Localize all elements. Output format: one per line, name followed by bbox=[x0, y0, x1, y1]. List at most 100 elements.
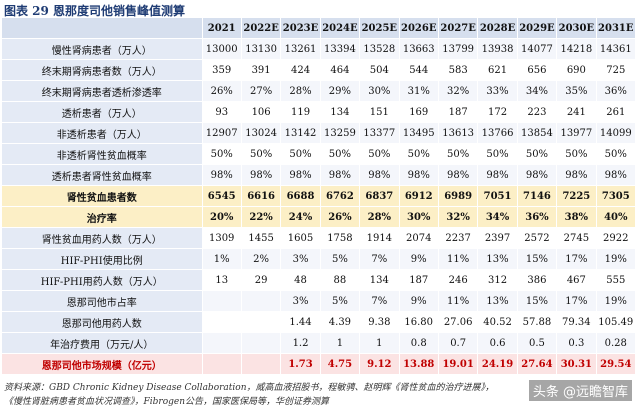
empty-cell bbox=[241, 332, 282, 354]
cell: 17% bbox=[556, 248, 597, 270]
cell: 2572 bbox=[517, 227, 558, 249]
cell: 19% bbox=[596, 248, 637, 270]
cell: 3% bbox=[280, 290, 321, 312]
empty-cell bbox=[202, 353, 242, 375]
cell: 13% bbox=[477, 290, 518, 312]
cell: 13% bbox=[477, 248, 518, 270]
cell: 26% bbox=[320, 206, 361, 228]
table-row: 恩那司他市场规模（亿元） 1.73 4.75 9.12 13.88 19.01 24.19 2… bbox=[2, 353, 637, 375]
row-label: 透析患者肾性贫血概率 bbox=[2, 164, 203, 186]
cell: 13.88 bbox=[399, 353, 439, 375]
cell: 98% bbox=[359, 164, 400, 186]
cell: 0.28 bbox=[596, 332, 637, 354]
column-header: 2025E bbox=[359, 18, 400, 39]
cell: 34% bbox=[477, 206, 518, 228]
row-label: 透析患者（万人） bbox=[2, 101, 203, 123]
cell: 725 bbox=[596, 59, 637, 81]
cell: 27% bbox=[241, 80, 282, 102]
table-row: 终末期肾病患者数（万人） 359 391 424 464 504 544 583 621 656 6… bbox=[2, 59, 637, 81]
cell: 98% bbox=[517, 164, 558, 186]
cell: 48 bbox=[280, 269, 321, 291]
cell: 79.34 bbox=[556, 311, 597, 333]
cell: 50% bbox=[596, 143, 637, 165]
cell: 13766 bbox=[477, 122, 518, 144]
cell: 9.38 bbox=[359, 311, 400, 333]
cell: 50% bbox=[280, 143, 321, 165]
cell: 24.19 bbox=[477, 353, 518, 375]
cell: 50% bbox=[438, 143, 479, 165]
cell: 22% bbox=[241, 206, 282, 228]
cell: 169 bbox=[399, 101, 439, 123]
cell: 504 bbox=[359, 59, 400, 81]
cell: 29.54 bbox=[596, 353, 637, 375]
table-row: HIF-PHI用药人数（万人） 13 29 48 88 134 187 246 312 386 46… bbox=[2, 269, 637, 291]
cell: 464 bbox=[320, 59, 361, 81]
cell: 386 bbox=[517, 269, 558, 291]
empty-cell bbox=[202, 311, 242, 333]
column-header: 2031E bbox=[596, 18, 637, 39]
cell: 29% bbox=[320, 80, 361, 102]
cell: 151 bbox=[359, 101, 400, 123]
empty-cell bbox=[202, 332, 242, 354]
cell: 1% bbox=[202, 248, 242, 270]
cell: 98% bbox=[438, 164, 479, 186]
cell: 31% bbox=[399, 80, 439, 102]
cell: 26% bbox=[202, 80, 242, 102]
row-label: HIF-PHI用药人数（万人） bbox=[2, 269, 203, 291]
cell: 1758 bbox=[320, 227, 361, 249]
column-header: 2021 bbox=[202, 18, 242, 39]
cell: 38% bbox=[556, 206, 597, 228]
cell: 32% bbox=[438, 206, 479, 228]
cell: 36% bbox=[517, 206, 558, 228]
cell: 6762 bbox=[320, 185, 361, 207]
empty-cell bbox=[241, 290, 282, 312]
row-label: 恩那司他市占率 bbox=[2, 290, 203, 312]
row-label: 慢性肾病患者（万人） bbox=[2, 38, 203, 60]
cell: 15% bbox=[517, 290, 558, 312]
cell: 15% bbox=[517, 248, 558, 270]
cell: 50% bbox=[556, 143, 597, 165]
empty-cell bbox=[241, 353, 282, 375]
cell: 105.49 bbox=[596, 311, 637, 333]
row-label: 恩那司他市场规模（亿元） bbox=[2, 353, 203, 375]
cell: 34% bbox=[517, 80, 558, 102]
row-label: 治疗率 bbox=[2, 206, 203, 228]
cell: 88 bbox=[320, 269, 361, 291]
table-row: 透析患者（万人） 93 106 119 134 151 169 187 172 223 241 261 bbox=[2, 101, 637, 123]
cell: 93 bbox=[202, 101, 242, 123]
cell: 98% bbox=[280, 164, 321, 186]
cell: 4.75 bbox=[320, 353, 361, 375]
table-row: 透析患者肾性贫血概率 98% 98% 98% 98% 98% 98% 98% 98% 98% 98%… bbox=[2, 164, 637, 186]
cell: 261 bbox=[596, 101, 637, 123]
cell: 13854 bbox=[517, 122, 558, 144]
column-header: 2023E bbox=[280, 18, 321, 39]
cell: 13977 bbox=[556, 122, 597, 144]
cell: 13528 bbox=[359, 38, 400, 60]
row-label: 年治疗费用（万元/人） bbox=[2, 332, 203, 354]
empty-cell bbox=[241, 311, 282, 333]
cell: 13938 bbox=[477, 38, 518, 60]
cell: 35% bbox=[556, 80, 597, 102]
cell: 172 bbox=[477, 101, 518, 123]
cell: 30.31 bbox=[556, 353, 597, 375]
cell: 50% bbox=[517, 143, 558, 165]
cell: 1 bbox=[320, 332, 361, 354]
cell: 14361 bbox=[596, 38, 637, 60]
empty-cell bbox=[202, 290, 242, 312]
cell: 6688 bbox=[280, 185, 321, 207]
cell: 14218 bbox=[556, 38, 597, 60]
cell: 98% bbox=[241, 164, 282, 186]
row-label: 恩那司他用药人数 bbox=[2, 311, 203, 333]
cell: 57.88 bbox=[517, 311, 558, 333]
row-label: 非透析肾性贫血概率 bbox=[2, 143, 203, 165]
row-label: 终末期肾病患者数（万人） bbox=[2, 59, 203, 81]
row-label: 终末期肾病患者透析渗透率 bbox=[2, 80, 203, 102]
cell: 50% bbox=[320, 143, 361, 165]
cell: 9% bbox=[399, 248, 439, 270]
cell: 1 bbox=[359, 332, 400, 354]
cell: 98% bbox=[399, 164, 439, 186]
cell: 9.12 bbox=[359, 353, 400, 375]
cell: 16.80 bbox=[399, 311, 439, 333]
cell: 14077 bbox=[517, 38, 558, 60]
